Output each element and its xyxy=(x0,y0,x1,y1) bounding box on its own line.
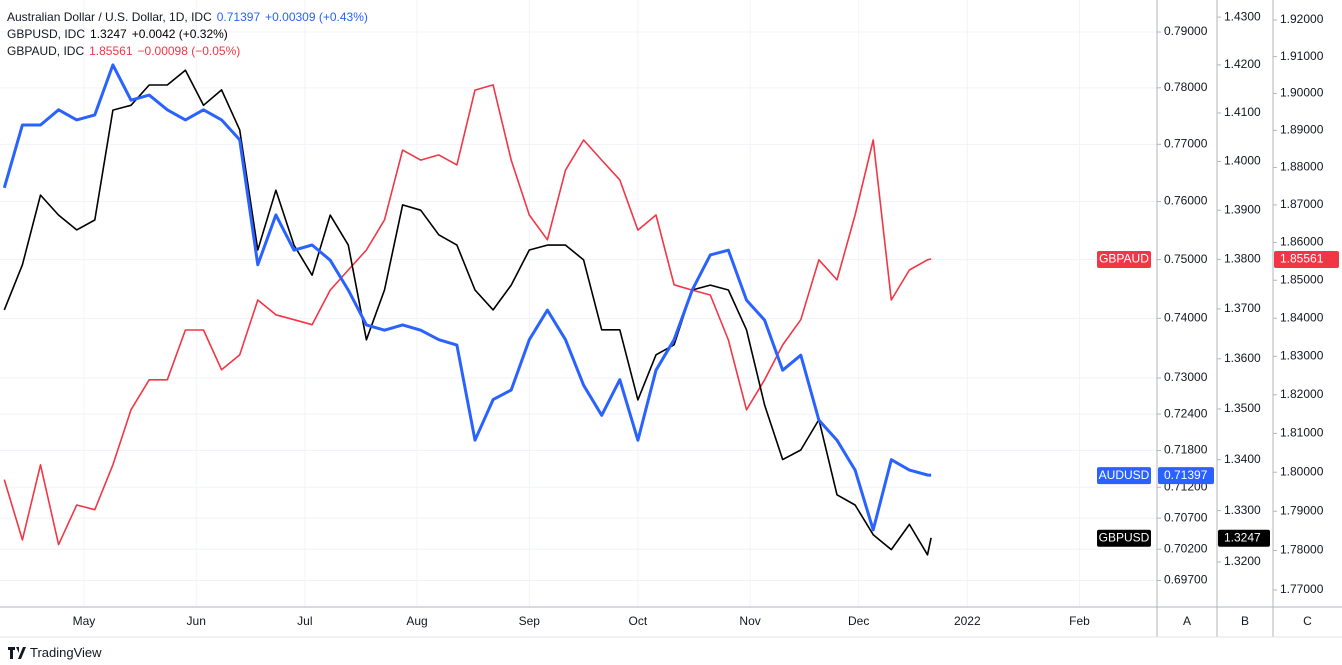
y-tick-label: 0.69700 xyxy=(1164,573,1208,587)
legend-value: 1.3247 xyxy=(90,27,127,41)
y-tick-label: 1.3300 xyxy=(1224,503,1261,517)
y-tick-label: 1.79000 xyxy=(1280,503,1324,517)
x-tick-label: Oct xyxy=(629,614,648,628)
legend-value: 1.85561 xyxy=(89,44,133,58)
y-tick-label: 1.86000 xyxy=(1280,235,1324,249)
y-tick-label: 1.4200 xyxy=(1224,57,1261,71)
y-tick-label: 0.71800 xyxy=(1164,443,1208,457)
y-tick-label: 1.87000 xyxy=(1280,197,1324,211)
legend-change: −0.00098 (−0.05%) xyxy=(137,44,241,58)
y-tick-label: 0.78000 xyxy=(1164,80,1208,94)
y-tick-label: 1.92000 xyxy=(1280,12,1324,26)
brand: TradingView xyxy=(30,645,102,660)
price-tag-name: AUDUSD xyxy=(1099,468,1150,482)
legend-name: Australian Dollar / U.S. Dollar, 1D, IDC xyxy=(7,10,212,24)
series-line xyxy=(3,69,932,556)
y-tick-label: 1.83000 xyxy=(1280,349,1324,363)
y-tick-label: 1.3200 xyxy=(1224,554,1261,568)
y-tick-label: 1.82000 xyxy=(1280,387,1324,401)
legend-name: GBPAUD, IDC xyxy=(7,44,85,58)
y-tick-label: 1.81000 xyxy=(1280,426,1324,440)
y-tick-label: 1.91000 xyxy=(1280,49,1324,63)
y-tick-label: 1.80000 xyxy=(1280,464,1324,478)
price-tag-name-box xyxy=(1097,467,1151,485)
y-tick-label: 1.85000 xyxy=(1280,272,1324,286)
y-tick-label: 0.77000 xyxy=(1164,137,1208,151)
price-tag-name: GBPUSD xyxy=(1099,530,1150,544)
x-tick-label: Dec xyxy=(848,614,869,628)
x-tick-label: Jul xyxy=(297,614,312,628)
axis-name: B xyxy=(1241,614,1249,628)
legend-change: +0.00309 (+0.43%) xyxy=(265,10,368,24)
y-tick-label: 1.88000 xyxy=(1280,160,1324,174)
legend-name: GBPUSD, IDC xyxy=(7,27,86,41)
legend-change: +0.0042 (+0.32%) xyxy=(131,27,228,41)
x-tick-label: Sep xyxy=(519,614,541,628)
price-tag-value-box xyxy=(1158,467,1214,485)
price-tag-value-box xyxy=(1218,529,1270,547)
y-tick-label: 1.78000 xyxy=(1280,543,1324,557)
y-tick-label: 1.90000 xyxy=(1280,86,1324,100)
y-tick-label: 1.77000 xyxy=(1280,582,1324,596)
axis-name: C xyxy=(1303,614,1312,628)
y-tick-label: 0.75000 xyxy=(1164,252,1208,266)
axis-name: A xyxy=(1183,614,1191,628)
y-tick-label: 0.74000 xyxy=(1164,311,1208,325)
y-tick-label: 1.3400 xyxy=(1224,452,1261,466)
y-tick-label: 1.4000 xyxy=(1224,154,1261,168)
price-tag-name: GBPAUD xyxy=(1099,252,1149,266)
y-tick-label: 0.73000 xyxy=(1164,370,1208,384)
legend-value: 0.71397 xyxy=(216,10,261,24)
y-tick-label: 1.89000 xyxy=(1280,123,1324,137)
logo xyxy=(8,646,26,659)
price-tag-value-box xyxy=(1274,251,1339,269)
y-tick-label: 1.3600 xyxy=(1224,351,1261,365)
y-tick-label: 1.3700 xyxy=(1224,301,1261,315)
price-tag-value: 0.71397 xyxy=(1164,468,1208,482)
y-tick-label: 1.3900 xyxy=(1224,202,1261,216)
price-tag-value: 1.3247 xyxy=(1224,530,1261,544)
price-tag-value: 1.85561 xyxy=(1280,252,1324,266)
y-tick-label: 1.4300 xyxy=(1224,9,1261,23)
series-line xyxy=(2,63,932,532)
y-tick-label: 1.4100 xyxy=(1224,105,1261,119)
x-tick-label: May xyxy=(73,614,96,628)
y-tick-label: 0.76000 xyxy=(1164,194,1208,208)
x-tick-label: Aug xyxy=(406,614,427,628)
x-tick-label: 2022 xyxy=(954,614,981,628)
price-tag-name-box xyxy=(1097,529,1151,547)
footer: TradingView xyxy=(8,645,102,660)
series-line xyxy=(3,84,932,546)
chart: May Jun Jul Aug Sep Oct Nov Dec 2022 Feb 0.79000 0.… xyxy=(0,0,1342,638)
price-tag-name-box xyxy=(1097,251,1151,269)
x-tick-label: Feb xyxy=(1069,614,1090,628)
y-tick-label: 1.3800 xyxy=(1224,252,1261,266)
x-tick-label: Jun xyxy=(187,614,206,628)
legend-entry: GBPUSD, IDC 1.3247 +0.0042 (+0.32%) xyxy=(7,26,373,43)
y-tick-label: 1.3500 xyxy=(1224,401,1261,415)
y-tick-label: 0.79000 xyxy=(1164,24,1208,38)
y-tick-label: 0.70200 xyxy=(1164,541,1208,555)
y-tick-label: 0.70700 xyxy=(1164,510,1208,524)
y-tick-label: 0.72400 xyxy=(1164,406,1208,420)
x-tick-label: Nov xyxy=(739,614,760,628)
y-tick-label: 1.84000 xyxy=(1280,310,1324,324)
legend: Australian Dollar / U.S. Dollar, 1D, IDC… xyxy=(7,9,373,60)
legend-entry: GBPAUD, IDC 1.85561 −0.00098 (−0.05%) xyxy=(7,43,373,60)
legend-entry: Australian Dollar / U.S. Dollar, 1D, IDC… xyxy=(7,9,373,26)
